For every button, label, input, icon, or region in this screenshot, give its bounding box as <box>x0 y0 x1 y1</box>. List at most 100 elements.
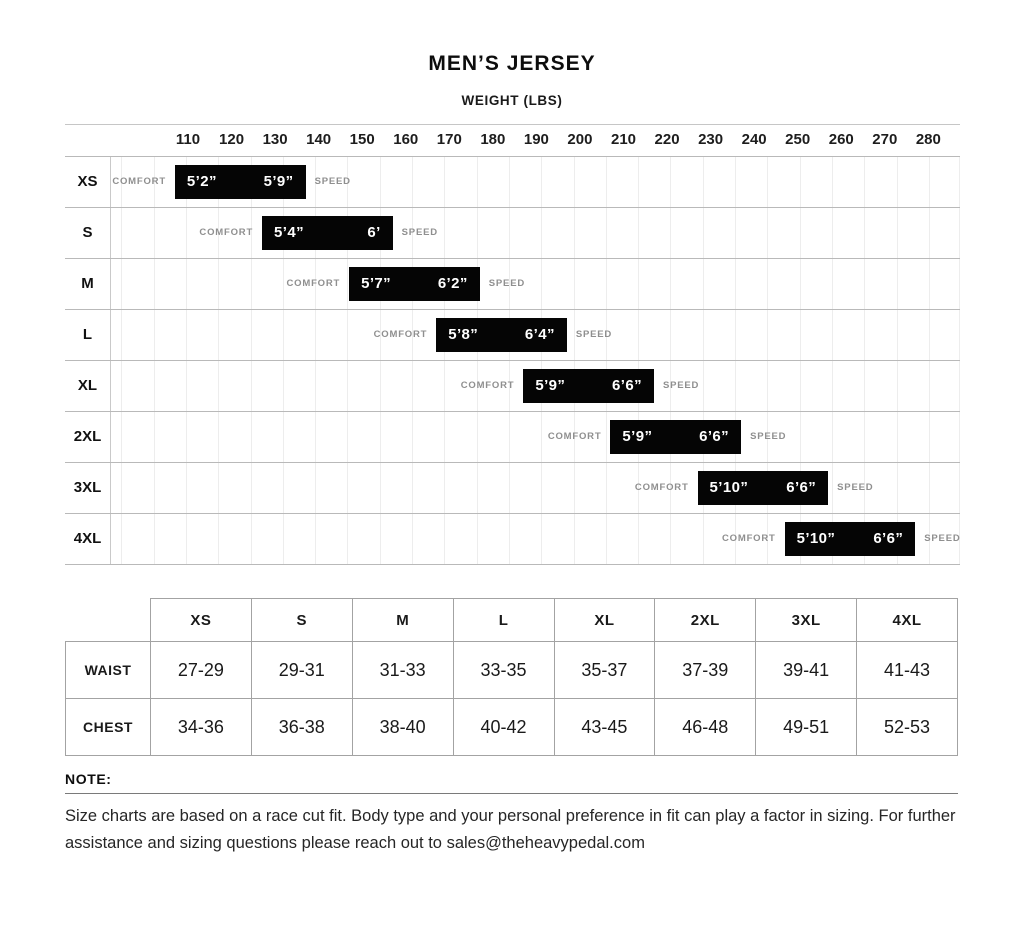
measurement-value: 34-36 <box>150 698 252 756</box>
row-separator <box>65 462 960 463</box>
row-separator <box>65 360 960 361</box>
measurement-value: 39-41 <box>755 641 858 699</box>
weight-axis-title: WEIGHT (LBS) <box>461 93 563 108</box>
size-column-header: 2XL <box>654 598 757 642</box>
comfort-label: COMFORT <box>460 379 515 391</box>
size-row-label: L <box>82 325 93 343</box>
speed-height-value: 6’6” <box>612 377 642 394</box>
page-title: MEN’S JERSEY <box>428 52 596 75</box>
size-column-header: S <box>250 598 353 642</box>
row-separator <box>65 411 960 412</box>
row-separator <box>65 309 960 310</box>
size-row-label: 4XL <box>73 529 102 547</box>
measurement-value: 31-33 <box>351 641 454 699</box>
speed-height-value: 6’4” <box>524 326 555 343</box>
size-weight-bar: 5’2” 5’9” <box>174 164 306 199</box>
weight-tick-label: 250 <box>785 131 811 148</box>
measurement-value: 36-38 <box>250 698 353 756</box>
comfort-height-value: 5’9” <box>535 377 566 394</box>
measurement-row-label: WAIST <box>65 641 151 699</box>
table-corner-cell <box>66 599 151 642</box>
speed-label: SPEED <box>837 481 874 493</box>
measurement-value: 41-43 <box>856 641 958 699</box>
weight-tick-label: 180 <box>480 131 506 148</box>
measurement-value: 49-51 <box>755 698 858 756</box>
measurement-value: 33-35 <box>452 641 555 699</box>
speed-height-value: 6’ <box>367 224 381 241</box>
row-separator <box>65 564 960 565</box>
weight-tick-label: 140 <box>306 131 332 148</box>
table-row: WAIST 27-29 29-31 31-33 33-35 35-37 37-39 39-41… <box>65 641 958 699</box>
size-weight-bar: 5’9” 6’6” <box>523 368 654 403</box>
row-separator <box>65 156 960 157</box>
measurement-value: 29-31 <box>250 641 353 699</box>
row-separator <box>65 207 960 208</box>
note-divider <box>65 793 958 794</box>
size-column-header: XS <box>150 598 252 642</box>
speed-height-value: 6’6” <box>699 428 730 445</box>
weight-tick-label: 230 <box>698 131 724 148</box>
measurement-value: 43-45 <box>553 698 656 756</box>
weight-chart: 110 120 130 140 150 160 170 180 190 200 210 220 230 2… <box>65 124 961 565</box>
measurement-value: 52-53 <box>856 698 958 756</box>
speed-label: SPEED <box>401 226 438 238</box>
measurement-value: 40-42 <box>452 698 555 756</box>
weight-tick-label: 120 <box>219 131 245 148</box>
measurements-table: XS S M L XL 2XL 3XL 4XL WAIST 27-29 29-31 31-33 33-3… <box>65 598 958 756</box>
comfort-height-value: 5’4” <box>274 224 304 241</box>
weight-tick-label: 270 <box>872 131 898 148</box>
comfort-height-value: 5’8” <box>448 326 479 343</box>
speed-label: SPEED <box>662 379 700 391</box>
size-weight-bar: 5’4” 6’ <box>262 215 393 250</box>
measurement-value: 37-39 <box>654 641 757 699</box>
speed-height-value: 6’6” <box>873 530 904 547</box>
size-weight-bar: 5’10” 6’6” <box>784 521 916 556</box>
comfort-label: COMFORT <box>112 175 166 187</box>
chart-top-border <box>65 124 960 125</box>
measurement-row-label: CHEST <box>65 698 151 756</box>
size-column-header: M <box>351 598 454 642</box>
comfort-height-value: 5’2” <box>186 173 217 190</box>
comfort-height-value: 5’10” <box>709 479 749 496</box>
measurement-value: 27-29 <box>150 641 252 699</box>
size-weight-bar: 5’9” 6’6” <box>610 419 742 454</box>
table-header-row: XS S M L XL 2XL 3XL 4XL <box>66 598 958 642</box>
weight-tick-label: 210 <box>610 131 637 148</box>
comfort-label: COMFORT <box>634 481 689 493</box>
comfort-height-value: 5’10” <box>796 530 836 547</box>
weight-tick-label: 130 <box>262 131 288 148</box>
size-weight-bar: 5’8” 6’4” <box>436 317 567 352</box>
size-weight-bar: 5’7” 6’2” <box>349 266 480 301</box>
comfort-label: COMFORT <box>199 226 254 238</box>
weight-tick-label: 170 <box>436 131 462 148</box>
row-separator <box>65 258 960 259</box>
speed-label: SPEED <box>750 430 787 442</box>
measurements-table-body: XS S M L XL 2XL 3XL 4XL WAIST 27-29 29-31 31-33 33-3… <box>65 598 958 756</box>
note-section: NOTE: Size charts are based on a race cu… <box>65 771 970 857</box>
size-column-header: 3XL <box>755 598 858 642</box>
weight-tick-label: 160 <box>393 131 419 148</box>
size-weight-bar: 5’10” 6’6” <box>697 470 829 505</box>
speed-height-value: 6’2” <box>437 275 468 292</box>
weight-tick-label: 240 <box>741 131 767 148</box>
comfort-label: COMFORT <box>547 430 602 442</box>
speed-label: SPEED <box>924 532 961 544</box>
size-row-label: 3XL <box>73 478 102 496</box>
speed-height-value: 5’9” <box>263 173 294 190</box>
title-block: MEN’S JERSEY WEIGHT (LBS) <box>0 52 1024 108</box>
speed-label: SPEED <box>488 277 525 289</box>
comfort-height-value: 5’9” <box>622 428 653 445</box>
weight-tick-label: 280 <box>915 131 941 148</box>
weight-tick-label: 150 <box>349 131 375 148</box>
weight-tick-label: 220 <box>654 131 680 148</box>
measurement-value: 38-40 <box>351 698 454 756</box>
size-column-header: L <box>452 598 555 642</box>
measurement-value: 46-48 <box>654 698 757 756</box>
size-row-label: M <box>81 274 94 292</box>
size-row-label: XS <box>77 172 98 190</box>
comfort-label: COMFORT <box>722 532 776 544</box>
size-row-label: S <box>82 223 93 241</box>
size-row-label: XL <box>77 376 98 394</box>
weight-tick-label: 110 <box>175 131 201 148</box>
